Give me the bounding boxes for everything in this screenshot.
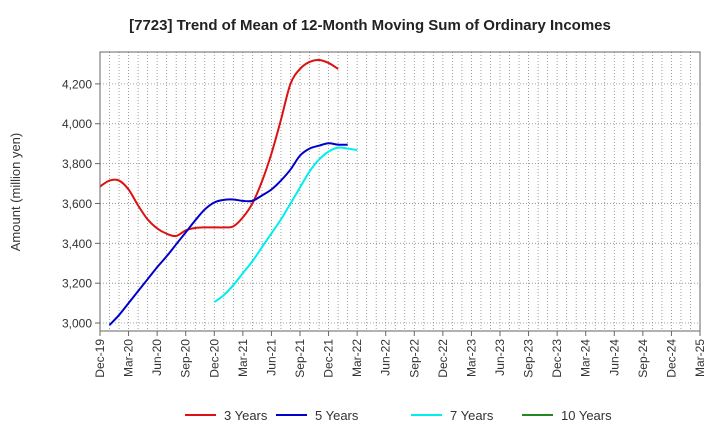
y-tick-label: 3,000 [62, 317, 92, 331]
x-tick-label: Sep-23 [522, 339, 536, 378]
x-tick-label: Jun-20 [150, 339, 164, 376]
grid [99, 52, 701, 331]
x-tick-label: Dec-24 [664, 339, 678, 378]
x-tick-label: Dec-21 [322, 339, 336, 378]
x-tick-label: Jun-22 [379, 339, 393, 376]
x-tick-label: Mar-25 [693, 339, 707, 377]
x-tick-label: Mar-21 [236, 339, 250, 377]
x-tick-label: Mar-23 [464, 339, 478, 377]
x-axis-ticks: Dec-19 Mar-20 Jun-20 Sep-20 Dec-20 Mar-21 Jun-… [93, 331, 707, 378]
legend-label: 10 Years [561, 408, 612, 423]
plot-frame [99, 51, 701, 332]
y-tick-label: 3,400 [62, 237, 92, 251]
y-axis-label: Amount (million yen) [8, 133, 23, 252]
x-tick-label: Sep-22 [407, 339, 421, 378]
legend-label: 5 Years [315, 408, 359, 423]
chart-title: [7723] Trend of Mean of 12-Month Moving … [129, 17, 611, 34]
x-tick-label: Jun-23 [493, 339, 507, 376]
x-tick-label: Dec-19 [93, 339, 107, 378]
x-tick-label: Dec-23 [550, 339, 564, 378]
legend: 3 Years 5 Years 7 Years 10 Years [185, 408, 612, 423]
legend-label: 3 Years [224, 408, 268, 423]
y-tick-label: 4,200 [62, 77, 92, 91]
x-tick-label: Mar-24 [579, 339, 593, 377]
series-line-5-years [108, 142, 348, 326]
series-lines [99, 58, 358, 326]
x-tick-label: Sep-21 [293, 339, 307, 378]
y-tick-label: 4,000 [62, 117, 92, 131]
x-tick-label: Dec-20 [207, 339, 221, 378]
legend-label: 7 Years [450, 408, 494, 423]
y-tick-label: 3,200 [62, 277, 92, 291]
series-line-7-years [213, 146, 358, 303]
y-tick-label: 3,600 [62, 197, 92, 211]
x-tick-label: Sep-24 [636, 339, 650, 378]
x-tick-label: Jun-21 [264, 339, 278, 376]
x-tick-label: Sep-20 [179, 339, 193, 378]
x-tick-label: Dec-22 [436, 339, 450, 378]
x-tick-label: Mar-22 [350, 339, 364, 377]
x-tick-label: Mar-20 [122, 339, 136, 377]
y-axis-ticks: 3,000 3,200 3,400 3,600 3,800 4,000 4,200 [62, 77, 100, 331]
series-line-3-years [99, 58, 339, 238]
x-tick-label: Jun-24 [607, 339, 621, 376]
y-tick-label: 3,800 [62, 157, 92, 171]
